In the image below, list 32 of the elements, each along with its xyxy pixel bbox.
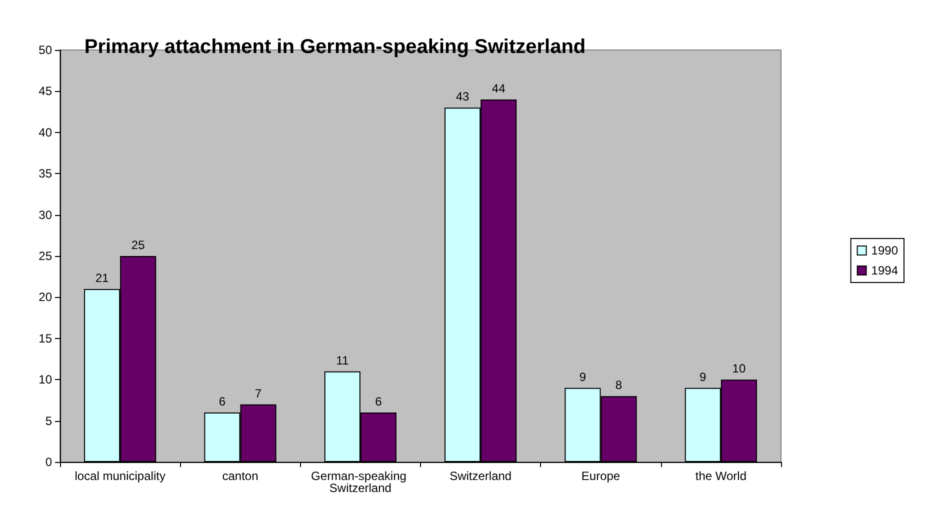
data-label: 25 xyxy=(131,238,146,252)
legend-label: 1994 xyxy=(871,264,898,278)
y-tick-label: 10 xyxy=(38,372,52,387)
data-label: 43 xyxy=(456,90,470,104)
data-label: 7 xyxy=(254,386,262,400)
y-tick-label: 50 xyxy=(38,43,52,57)
data-label: 9 xyxy=(579,370,586,384)
y-tick-label: 5 xyxy=(45,414,52,428)
legend-label: 1990 xyxy=(871,244,898,258)
x-tick-label: canton xyxy=(222,469,258,483)
x-tick-label: local municipality xyxy=(74,469,166,483)
y-tick-label: 25 xyxy=(38,249,52,263)
data-label: 11 xyxy=(336,353,349,368)
y-tick-label: 15 xyxy=(38,331,52,346)
data-label: 6 xyxy=(218,394,226,409)
y-tick-label: 35 xyxy=(38,166,52,181)
data-label: 6 xyxy=(375,394,382,409)
x-tick-label: the World xyxy=(695,469,746,483)
chart-title: Primary attachment in German-speaking Switzerland xyxy=(84,36,586,58)
x-tick-label: German-speaking Switzerland xyxy=(311,469,410,495)
y-tick-label: 40 xyxy=(38,125,52,140)
y-tick-label: 0 xyxy=(45,455,52,469)
data-label: 21 xyxy=(95,270,110,285)
data-label: 44 xyxy=(492,81,506,96)
data-label: 10 xyxy=(732,362,746,376)
x-tick-label: Europe xyxy=(581,469,620,483)
data-label: 8 xyxy=(615,378,622,392)
y-tick-label: 20 xyxy=(38,290,52,304)
data-label: 9 xyxy=(700,370,707,384)
x-tick-label: Switzerland xyxy=(450,469,512,483)
y-tick-label: 45 xyxy=(38,84,52,98)
y-tick-label: 30 xyxy=(38,208,52,222)
